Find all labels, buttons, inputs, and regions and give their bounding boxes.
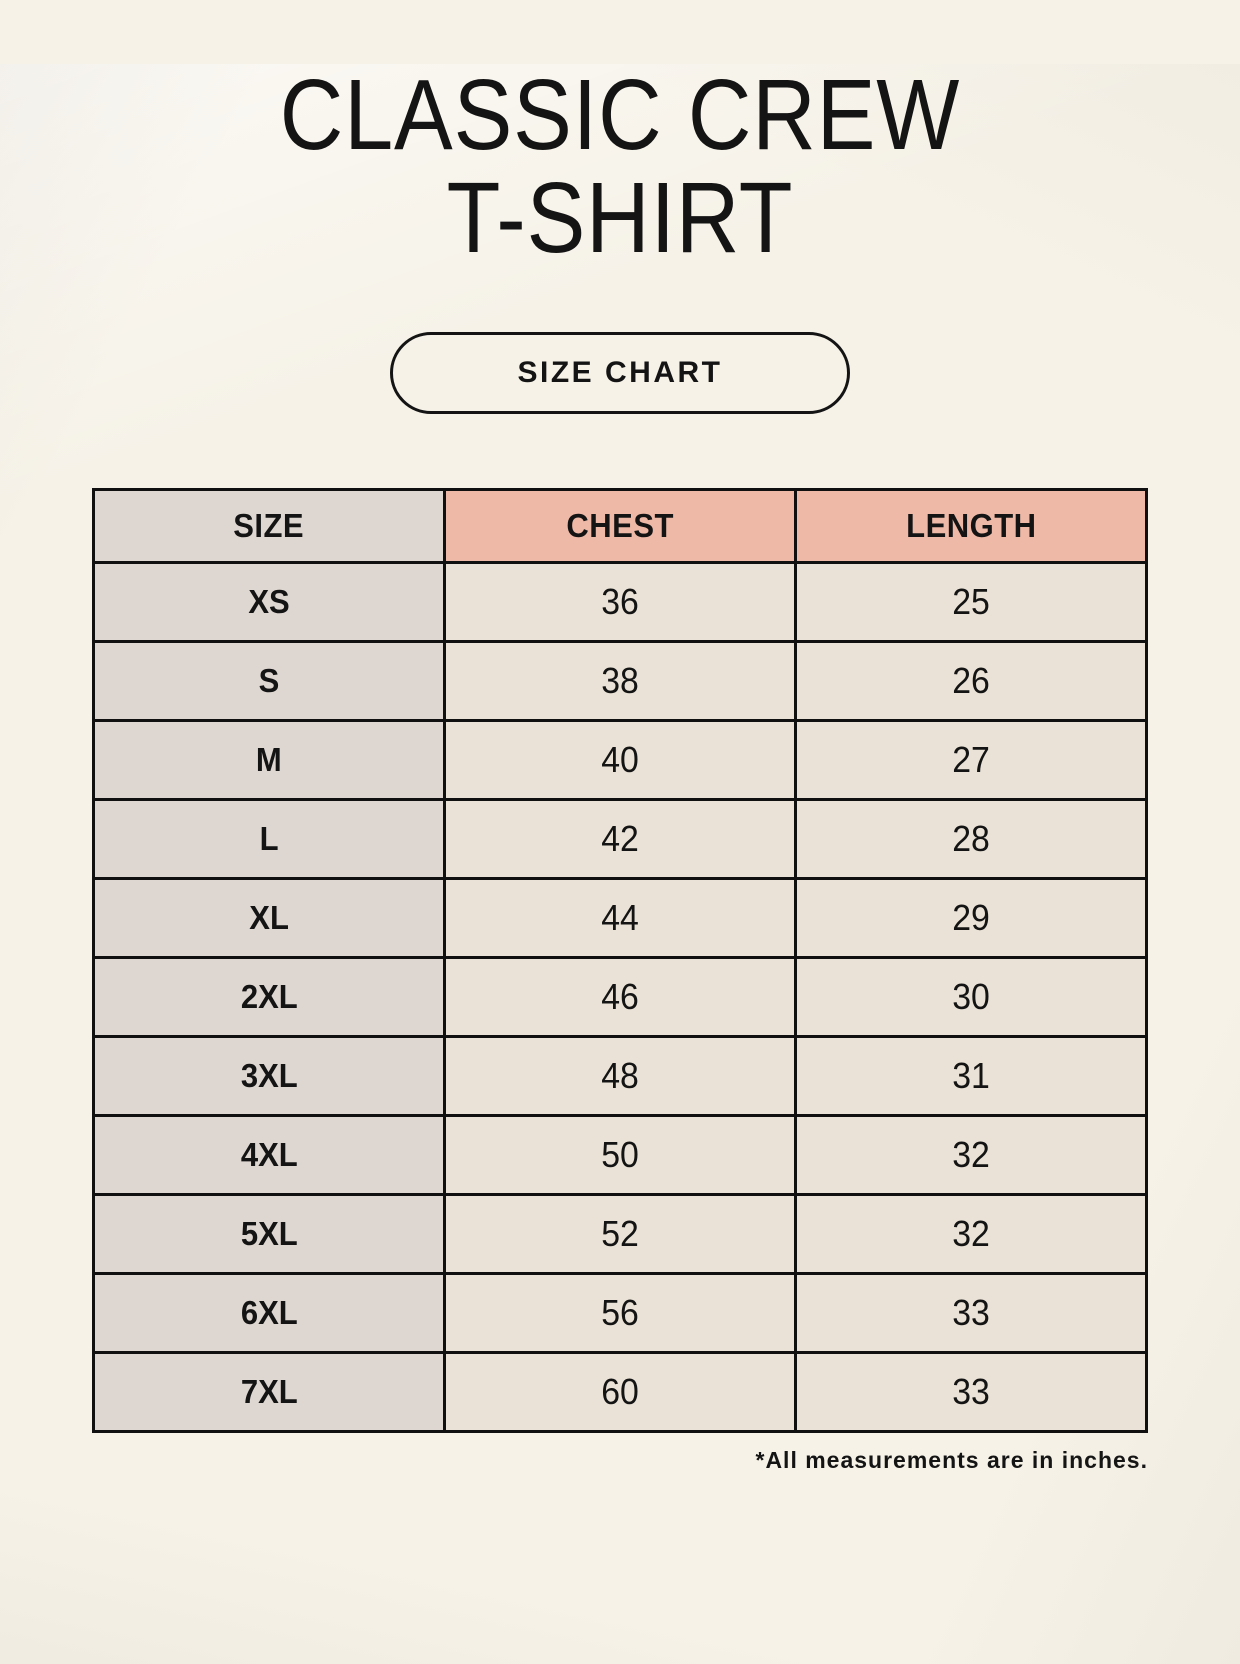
chest-cell: 56	[443, 1272, 797, 1354]
size-cell: L	[92, 798, 446, 880]
size-cell: M	[92, 719, 446, 801]
size-chart-table-head: SIZE CHEST LENGTH	[92, 488, 1148, 564]
size-cell: 7XL	[92, 1351, 446, 1433]
table-row: S 38 26	[92, 640, 1148, 722]
table-row: XS 36 25	[92, 561, 1148, 643]
page-title: CLASSIC CREW T-SHIRT	[74, 64, 1165, 270]
chest-cell: 60	[443, 1351, 797, 1433]
chest-cell: 38	[443, 640, 797, 722]
length-cell: 33	[794, 1351, 1148, 1433]
table-row: L 42 28	[92, 798, 1148, 880]
page-title-line-2: T-SHIRT	[446, 162, 794, 274]
length-cell: 25	[794, 561, 1148, 643]
size-cell: 4XL	[92, 1114, 446, 1196]
size-chart-badge: SIZE CHART	[390, 332, 850, 414]
table-row: M 40 27	[92, 719, 1148, 801]
length-cell: 30	[794, 956, 1148, 1038]
table-row: 4XL 50 32	[92, 1114, 1148, 1196]
length-cell: 31	[794, 1035, 1148, 1117]
chest-cell: 40	[443, 719, 797, 801]
length-cell: 27	[794, 719, 1148, 801]
column-header-chest: CHEST	[443, 488, 797, 564]
length-cell: 33	[794, 1272, 1148, 1354]
length-cell: 32	[794, 1114, 1148, 1196]
column-header-size: SIZE	[92, 488, 446, 564]
table-row: 3XL 48 31	[92, 1035, 1148, 1117]
chest-cell: 50	[443, 1114, 797, 1196]
chest-cell: 36	[443, 561, 797, 643]
chest-cell: 48	[443, 1035, 797, 1117]
size-cell: XL	[92, 877, 446, 959]
chest-cell: 44	[443, 877, 797, 959]
length-cell: 28	[794, 798, 1148, 880]
size-cell: 6XL	[92, 1272, 446, 1354]
size-cell: S	[92, 640, 446, 722]
size-chart-table-body: XS 36 25 S 38 26 M 40 27 L 42 28 XL 44 2…	[92, 561, 1148, 1433]
table-row: 2XL 46 30	[92, 956, 1148, 1038]
column-header-length: LENGTH	[794, 488, 1148, 564]
table-row: 7XL 60 33	[92, 1351, 1148, 1433]
page-title-line-1: CLASSIC CREW	[279, 59, 961, 171]
size-chart-badge-label: SIZE CHART	[517, 356, 723, 389]
table-row: XL 44 29	[92, 877, 1148, 959]
size-cell: 3XL	[92, 1035, 446, 1117]
table-row: 5XL 52 32	[92, 1193, 1148, 1275]
chest-cell: 52	[443, 1193, 797, 1275]
length-cell: 26	[794, 640, 1148, 722]
size-cell: 2XL	[92, 956, 446, 1038]
measurements-footnote: *All measurements are in inches.	[755, 1447, 1148, 1473]
chest-cell: 46	[443, 956, 797, 1038]
size-cell: 5XL	[92, 1193, 446, 1275]
chest-cell: 42	[443, 798, 797, 880]
size-cell: XS	[92, 561, 446, 643]
length-cell: 29	[794, 877, 1148, 959]
table-row: 6XL 56 33	[92, 1272, 1148, 1354]
size-chart-table: SIZE CHEST LENGTH XS 36 25 S 38 26 M 40 …	[92, 488, 1148, 1433]
length-cell: 32	[794, 1193, 1148, 1275]
header-row: SIZE CHEST LENGTH	[92, 488, 1148, 564]
